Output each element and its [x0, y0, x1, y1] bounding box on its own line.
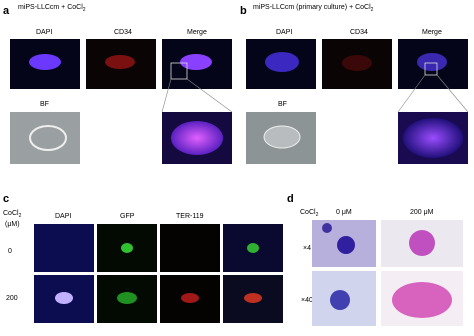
bf-label: BF	[278, 101, 287, 108]
column-label: DAPI	[276, 29, 292, 36]
cell	[342, 55, 372, 71]
column-label: TER-119	[176, 213, 204, 220]
panel-title: miPS-LLCcm (primary culture) + CoCl2	[253, 4, 374, 13]
panel-letter: b	[240, 5, 247, 17]
panel-letter: a	[3, 5, 10, 17]
column-label: 0 μM	[336, 209, 352, 216]
image	[160, 224, 220, 272]
panel-letter: c	[3, 193, 9, 205]
cell	[29, 54, 61, 70]
row-label: ×4	[303, 245, 311, 252]
cell	[105, 55, 135, 69]
cell	[330, 290, 350, 310]
cell	[55, 292, 73, 304]
row-label: 200	[6, 295, 18, 302]
zoom-line	[186, 78, 233, 113]
row-header: CoCl2	[3, 210, 22, 219]
cell	[244, 293, 262, 303]
panel-letter: d	[287, 193, 294, 205]
cell	[265, 52, 299, 72]
cell	[117, 292, 137, 304]
row-label: ×40	[301, 297, 313, 304]
column-label: CD34	[114, 29, 132, 36]
column-label: Merge	[187, 29, 207, 36]
column-label: Merge	[422, 29, 442, 36]
column-label: GFP	[120, 213, 135, 220]
row-header-unit: (μM)	[5, 221, 20, 228]
column-label: 200 μM	[410, 209, 434, 216]
zoom-line	[161, 78, 172, 113]
cell	[121, 243, 133, 253]
cell	[171, 121, 223, 155]
panel-title: miPS-LLCcm + CoCl2	[18, 4, 86, 13]
column-label: DAPI	[55, 213, 71, 220]
cell	[29, 125, 67, 151]
cell	[409, 230, 435, 256]
cell	[392, 282, 452, 318]
bf-label: BF	[40, 101, 49, 108]
zoom-box	[424, 62, 438, 76]
zoom-box	[170, 62, 188, 80]
cell	[417, 53, 447, 71]
cell	[247, 243, 259, 253]
cell	[337, 236, 355, 254]
cell	[403, 118, 463, 158]
image	[34, 224, 94, 272]
cell	[322, 223, 332, 233]
column-label: DAPI	[36, 29, 52, 36]
cell	[181, 293, 199, 303]
cell	[263, 125, 301, 149]
column-label: CD34	[350, 29, 368, 36]
row-label: 0	[8, 248, 12, 255]
image	[10, 112, 80, 164]
zoom-line	[397, 74, 426, 113]
zoom-line	[436, 74, 469, 113]
row-header: CoCl2	[300, 209, 319, 218]
cell	[180, 54, 212, 70]
